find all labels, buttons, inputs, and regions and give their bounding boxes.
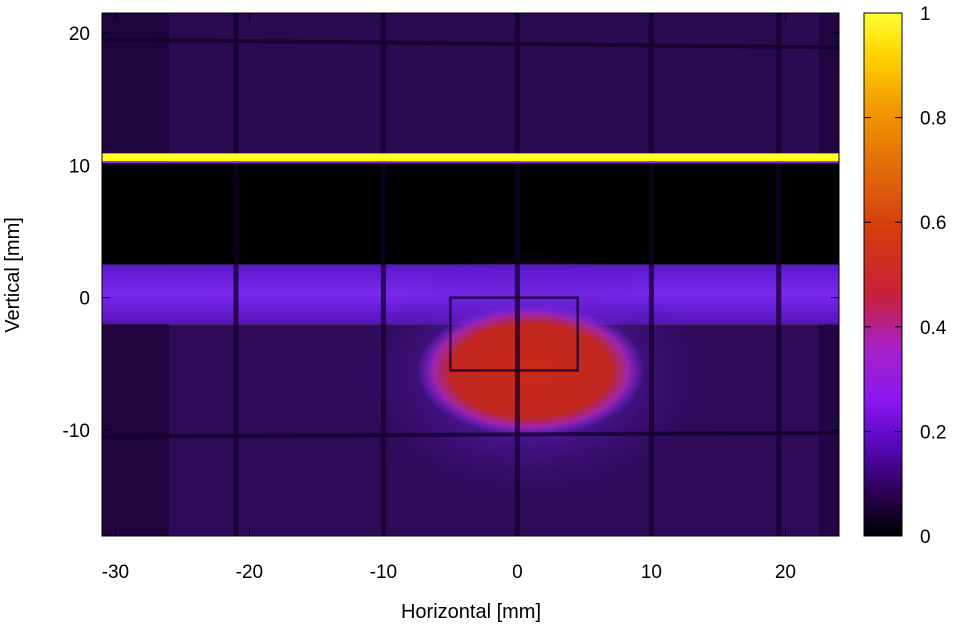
grid-shadow-y-1 — [102, 430, 839, 439]
colorbar-tick-label: 0.8 — [920, 109, 946, 130]
y-tick-label: 10 — [69, 156, 90, 177]
colorbar-tick-label: 0.4 — [920, 318, 947, 339]
colorbar-gradient — [863, 12, 903, 537]
x-tick-label: -20 — [236, 562, 263, 583]
x-tick-label: 10 — [641, 562, 662, 583]
y-axis-title: Vertical [mm] — [2, 217, 24, 333]
region-holder-outline — [449, 296, 579, 372]
x-tick-label: 0 — [512, 562, 523, 583]
x-tick-label: -10 — [370, 562, 397, 583]
region-background-upper — [102, 13, 839, 159]
colorbar-tick-label: 0.2 — [920, 422, 946, 443]
y-tick-label: 0 — [79, 289, 90, 310]
x-tick-label: 20 — [775, 562, 796, 583]
x-tick-label: -30 — [102, 562, 129, 583]
x-axis-title: Horizontal [mm] — [401, 601, 541, 623]
colorbar-tick-label: 0 — [920, 527, 931, 548]
colorbar-tick-label: 1 — [920, 4, 931, 25]
colorbar-tick-label: 0.6 — [920, 213, 946, 234]
grid-shadow-y-0 — [102, 37, 839, 50]
region-bright-line — [102, 153, 839, 162]
region-dark-band — [102, 161, 839, 265]
y-tick-label: 20 — [69, 24, 90, 45]
region-bright-line-edge — [102, 161, 839, 164]
y-tick-label: -10 — [63, 421, 90, 442]
plot-frame — [101, 12, 840, 537]
